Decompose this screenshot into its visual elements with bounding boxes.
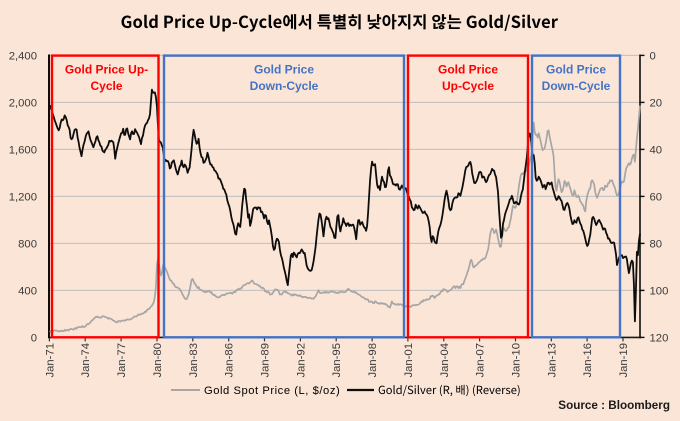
svg-text:400: 400 (18, 285, 37, 297)
svg-text:Jan-01: Jan-01 (403, 343, 415, 378)
svg-text:Jan-10: Jan-10 (511, 343, 523, 378)
svg-text:Up-Cycle: Up-Cycle (442, 79, 494, 93)
svg-text:1,600: 1,600 (9, 144, 37, 156)
svg-text:120: 120 (650, 332, 669, 344)
svg-text:100: 100 (650, 285, 669, 297)
svg-text:Jan-13: Jan-13 (546, 343, 558, 378)
svg-text:0: 0 (31, 332, 37, 344)
svg-text:Jan-83: Jan-83 (188, 343, 200, 378)
svg-text:Source : Bloomberg: Source : Bloomberg (558, 399, 670, 412)
svg-text:Gold Spot Price (L, $/oz): Gold Spot Price (L, $/oz) (204, 385, 340, 397)
svg-text:2,000: 2,000 (9, 97, 37, 109)
svg-text:Gold Price: Gold Price (254, 63, 314, 77)
svg-text:Jan-86: Jan-86 (224, 343, 236, 378)
svg-text:Jan-80: Jan-80 (152, 343, 164, 378)
svg-text:Jan-19: Jan-19 (618, 343, 630, 378)
svg-text:Cycle: Cycle (90, 79, 122, 93)
svg-text:0: 0 (650, 50, 656, 62)
svg-text:Jan-92: Jan-92 (295, 343, 307, 378)
svg-text:Down-Cycle: Down-Cycle (542, 79, 611, 93)
svg-text:Jan-95: Jan-95 (331, 343, 343, 378)
svg-text:Jan-07: Jan-07 (475, 343, 487, 378)
svg-text:1,200: 1,200 (9, 191, 37, 203)
svg-text:Jan-89: Jan-89 (260, 343, 272, 378)
svg-text:Down-Cycle: Down-Cycle (250, 79, 319, 93)
svg-text:Jan-98: Jan-98 (367, 343, 379, 378)
svg-text:Jan-74: Jan-74 (80, 343, 92, 378)
svg-text:20: 20 (650, 97, 663, 109)
svg-text:Jan-77: Jan-77 (116, 343, 128, 378)
svg-text:800: 800 (18, 238, 37, 250)
svg-text:80: 80 (650, 238, 663, 250)
svg-text:Jan-04: Jan-04 (439, 343, 451, 378)
svg-text:60: 60 (650, 191, 663, 203)
svg-text:2,400: 2,400 (9, 50, 37, 62)
svg-text:Gold Price Up-: Gold Price Up- (65, 63, 148, 77)
svg-text:40: 40 (650, 144, 663, 156)
svg-text:Gold Price: Gold Price (546, 63, 606, 77)
svg-text:Jan-16: Jan-16 (582, 343, 594, 378)
svg-text:Jan-71: Jan-71 (44, 343, 56, 378)
svg-text:Gold Price: Gold Price (438, 63, 498, 77)
